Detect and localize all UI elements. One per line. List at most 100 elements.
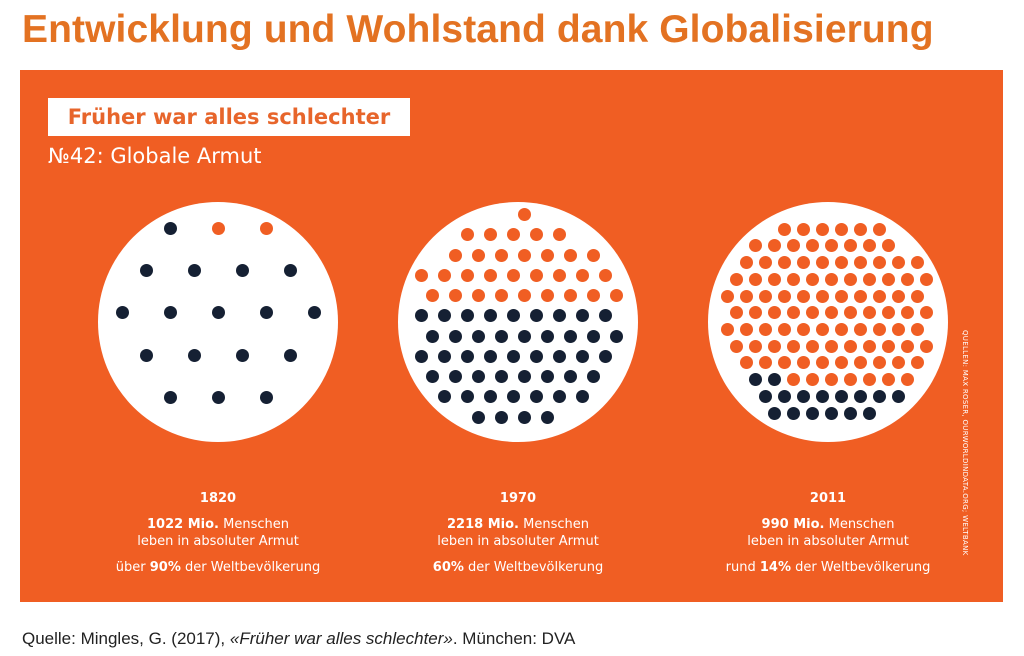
non-poor-person-dot	[414, 268, 428, 282]
non-poor-person-dot	[552, 228, 566, 242]
non-poor-person-dot	[910, 289, 924, 303]
poor-person-dot	[495, 410, 508, 424]
non-poor-person-dot	[739, 356, 753, 370]
non-poor-person-dot	[552, 268, 566, 282]
poor-person-dot	[587, 329, 600, 343]
infographic-panel: Früher war alles schlechter №42: Globale…	[20, 70, 1003, 602]
non-poor-person-dot	[882, 339, 895, 353]
non-poor-person-dot	[564, 248, 577, 262]
poor-person-dot	[283, 264, 297, 278]
stat-share-prefix: über	[115, 560, 150, 575]
non-poor-person-dot	[796, 222, 810, 236]
poor-person-dot	[806, 406, 819, 420]
poor-person-dot	[796, 389, 810, 403]
non-poor-person-dot	[777, 356, 791, 370]
stat-share-prefix: rund	[725, 560, 760, 575]
non-poor-person-dot	[730, 339, 743, 353]
non-poor-person-dot	[495, 248, 508, 262]
poor-person-dot	[529, 390, 543, 404]
non-poor-person-dot	[872, 222, 886, 236]
poor-person-dot	[598, 349, 612, 363]
non-poor-person-dot	[844, 272, 857, 286]
non-poor-person-dot	[768, 306, 781, 320]
poor-person-dot	[506, 390, 520, 404]
poverty-circle-2011	[708, 202, 948, 442]
stat-count-line: 990 Mio. Menschen	[708, 516, 948, 533]
source-citation: Quelle: Mingles, G. (2017), «Früher war …	[22, 629, 575, 649]
non-poor-person-dot	[426, 289, 439, 303]
non-poor-person-dot	[730, 306, 743, 320]
stat-block-2011: 2011 990 Mio. Menschen leben in absolute…	[708, 490, 948, 576]
non-poor-person-dot	[901, 339, 914, 353]
source-book-title: «Früher war alles schlechter»	[229, 629, 453, 648]
non-poor-person-dot	[834, 356, 848, 370]
poor-person-dot	[575, 349, 589, 363]
non-poor-person-dot	[587, 248, 600, 262]
poor-person-dot	[460, 349, 474, 363]
source-suffix: . München: DVA	[452, 629, 576, 648]
non-poor-person-dot	[891, 289, 905, 303]
non-poor-person-dot	[815, 289, 829, 303]
non-poor-person-dot	[749, 339, 762, 353]
non-poor-person-dot	[787, 373, 800, 387]
non-poor-person-dot	[901, 373, 914, 387]
non-poor-person-dot	[872, 322, 886, 336]
infographic-label-text: Früher war alles schlechter	[67, 105, 391, 129]
non-poor-person-dot	[460, 268, 474, 282]
stat-share-suffix: der Weltbevölkerung	[180, 560, 321, 575]
stat-share-suffix: der Weltbevölkerung	[791, 560, 931, 575]
poor-person-dot	[414, 309, 428, 323]
infographic-credit: QUELLEN: MAX ROSER, OURWORLDINDATA.ORG; …	[961, 330, 969, 556]
non-poor-person-dot	[844, 239, 857, 253]
poor-person-dot	[610, 329, 623, 343]
non-poor-person-dot	[834, 289, 848, 303]
non-poor-person-dot	[777, 222, 791, 236]
non-poor-person-dot	[541, 248, 554, 262]
poor-person-dot	[449, 370, 462, 384]
poor-person-dot	[259, 390, 273, 404]
poor-person-dot	[449, 329, 462, 343]
poor-person-dot	[460, 309, 474, 323]
poor-person-dot	[139, 348, 153, 362]
poor-person-dot	[541, 370, 554, 384]
non-poor-person-dot	[739, 322, 753, 336]
poor-person-dot	[163, 221, 177, 235]
non-poor-person-dot	[815, 322, 829, 336]
poor-person-dot	[575, 390, 589, 404]
non-poor-person-dot	[891, 256, 905, 270]
stat-share-line: über 90% der Weltbevölkerung	[98, 559, 338, 576]
poor-person-dot	[777, 389, 791, 403]
source-prefix: Quelle: Mingles, G. (2017),	[22, 629, 230, 648]
non-poor-person-dot	[472, 289, 485, 303]
poor-person-dot	[495, 329, 508, 343]
non-poor-person-dot	[777, 256, 791, 270]
non-poor-person-dot	[844, 306, 857, 320]
non-poor-person-dot	[768, 239, 781, 253]
poor-person-dot	[483, 349, 497, 363]
non-poor-person-dot	[806, 272, 819, 286]
non-poor-person-dot	[758, 356, 772, 370]
non-poor-person-dot	[437, 268, 451, 282]
non-poor-person-dot	[910, 256, 924, 270]
non-poor-person-dot	[749, 272, 762, 286]
poor-person-dot	[472, 370, 485, 384]
non-poor-person-dot	[910, 356, 924, 370]
non-poor-person-dot	[518, 248, 531, 262]
non-poor-person-dot	[758, 322, 772, 336]
stat-share-line: rund 14% der Weltbevölkerung	[708, 559, 948, 576]
non-poor-person-dot	[920, 272, 933, 286]
non-poor-person-dot	[787, 339, 800, 353]
poor-person-dot	[863, 406, 876, 420]
non-poor-person-dot	[610, 289, 623, 303]
poor-person-dot	[211, 390, 225, 404]
poor-person-dot	[163, 306, 177, 320]
poor-person-dot	[541, 410, 554, 424]
poor-person-dot	[518, 370, 531, 384]
non-poor-person-dot	[882, 306, 895, 320]
non-poor-person-dot	[787, 272, 800, 286]
non-poor-person-dot	[825, 373, 838, 387]
non-poor-person-dot	[815, 222, 829, 236]
non-poor-person-dot	[587, 289, 600, 303]
non-poor-person-dot	[891, 356, 905, 370]
poor-person-dot	[529, 349, 543, 363]
